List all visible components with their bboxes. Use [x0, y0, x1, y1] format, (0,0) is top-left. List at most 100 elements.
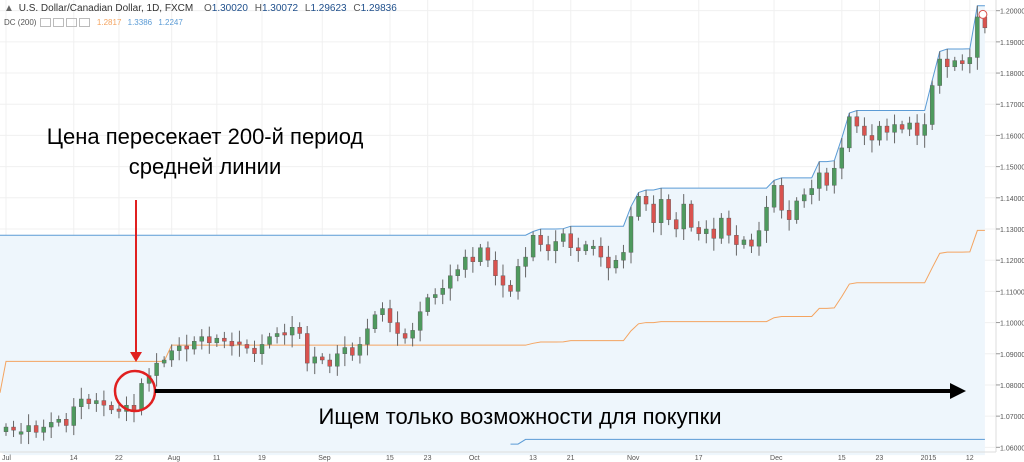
candle-body-82	[621, 252, 626, 261]
candle-body-121	[914, 122, 920, 136]
candle-body-52	[395, 322, 400, 334]
candle-body-41	[312, 356, 317, 364]
candle-body-3	[26, 425, 31, 432]
x-tick-label-18: 12	[966, 455, 974, 462]
candle-body-111	[839, 147, 845, 169]
candle-body-25	[192, 341, 197, 350]
candle-body-70	[530, 235, 536, 258]
annotation-down-arrow-head	[130, 352, 142, 362]
y-tick-label-5: 1.15000	[1000, 165, 1024, 172]
candle-body-65	[493, 259, 498, 276]
indicator-settings-icon[interactable]	[39, 18, 51, 28]
candle-body-89	[673, 219, 679, 230]
ohlc-open-label: O	[203, 3, 212, 14]
candle-body-0	[3, 426, 9, 432]
candle-body-66	[500, 275, 506, 286]
candle-body-101	[764, 206, 769, 231]
indicator-value-upper: 1.3386	[127, 18, 153, 27]
x-tick-label-4: 11	[213, 455, 220, 462]
candle-body-15	[116, 408, 122, 412]
candle-body-97	[734, 235, 739, 245]
header-symbol-row: ▲ U.S. Dollar/Canadian Dollar, 1D, FXCM …	[4, 3, 403, 14]
candle-body-2	[18, 431, 24, 435]
candle-body-23	[176, 345, 182, 351]
candle-body-86	[651, 203, 656, 223]
candle-body-127	[960, 60, 965, 64]
x-tick-label-2: 22	[115, 455, 123, 462]
candle-body-69	[523, 256, 528, 267]
candle-body-30	[229, 341, 235, 347]
candle-body-123	[929, 85, 935, 125]
candle-body-22	[169, 350, 174, 361]
candle-body-48	[365, 328, 370, 345]
candle-body-45	[342, 347, 348, 354]
candle-body-18	[139, 383, 144, 411]
annotation-cross-line1: Цена пересекает 200-й период	[46, 124, 364, 149]
candle-body-71	[538, 235, 543, 245]
candle-body-20	[154, 362, 159, 376]
indicator-hide-icon[interactable]	[52, 18, 64, 28]
candle-body-107	[809, 188, 814, 195]
candle-body-27	[207, 336, 212, 344]
x-tick-label-3: Aug	[168, 455, 181, 462]
candle-body-75	[568, 233, 573, 248]
upper-band-line	[0, 5, 985, 236]
indicator-more-icon[interactable]	[78, 18, 90, 28]
candle-body-46	[350, 347, 355, 356]
candle-body-12	[94, 400, 99, 404]
candle-body-57	[433, 294, 438, 298]
ohlc-low-value: 1.29623	[310, 3, 347, 14]
candle-body-4	[33, 425, 39, 433]
candle-body-5	[41, 426, 46, 433]
candle-body-11	[86, 398, 92, 404]
y-tick-label-9: 1.11000	[1000, 289, 1024, 296]
candle-body-90	[681, 203, 686, 230]
candle-body-26	[199, 336, 204, 342]
candle-body-21	[161, 359, 167, 364]
candle-body-43	[327, 359, 332, 367]
candle-body-112	[847, 116, 852, 149]
x-tick-label-0: Jul	[2, 455, 11, 462]
y-tick-label-7: 1.13000	[1000, 227, 1024, 234]
x-tick-label-12: Nov	[627, 455, 640, 462]
candle-body-79	[598, 245, 604, 258]
candle-body-113	[854, 116, 860, 127]
candle-body-61	[463, 256, 468, 270]
candle-body-126	[952, 60, 957, 68]
indicator-row[interactable]: DC (200) 1.2817 1.3386 1.2247	[4, 18, 183, 28]
x-tick-label-1: 14	[70, 455, 78, 462]
ohlc-high-label: H	[254, 3, 262, 14]
candle-body-72	[545, 244, 551, 252]
candle-body-14	[109, 405, 114, 411]
indicator-remove-icon[interactable]	[65, 18, 77, 28]
candle-body-129	[975, 16, 980, 58]
candle-body-74	[561, 233, 566, 242]
candle-body-114	[862, 125, 867, 136]
annotation-cross-text: Цена пересекает 200-й период средней лин…	[15, 122, 395, 182]
candle-body-8	[64, 419, 69, 426]
candle-body-124	[937, 58, 942, 86]
candle-body-103	[779, 185, 784, 211]
candle-body-24	[184, 345, 189, 350]
x-tick-label-10: 13	[529, 455, 537, 462]
candle-body-81	[613, 259, 619, 269]
candle-body-9	[71, 406, 76, 426]
candle-body-39	[297, 327, 302, 334]
candle-body-115	[869, 135, 875, 141]
candle-body-84	[636, 196, 641, 217]
candle-body-54	[410, 330, 415, 339]
candle-body-77	[583, 244, 589, 252]
x-tick-label-8: 23	[424, 455, 432, 462]
y-tick-label-1: 1.19000	[1000, 40, 1024, 47]
x-tick-label-14: Dec	[770, 455, 783, 462]
indicator-name[interactable]: DC (200)	[4, 18, 37, 27]
candle-body-95	[719, 217, 724, 239]
x-tick-label-6: Sep	[318, 455, 331, 462]
candle-body-29	[222, 337, 227, 342]
candle-body-91	[689, 203, 694, 228]
y-tick-label-11: 1.09000	[1000, 352, 1024, 359]
candle-body-102	[771, 185, 777, 208]
candle-body-118	[892, 124, 897, 133]
